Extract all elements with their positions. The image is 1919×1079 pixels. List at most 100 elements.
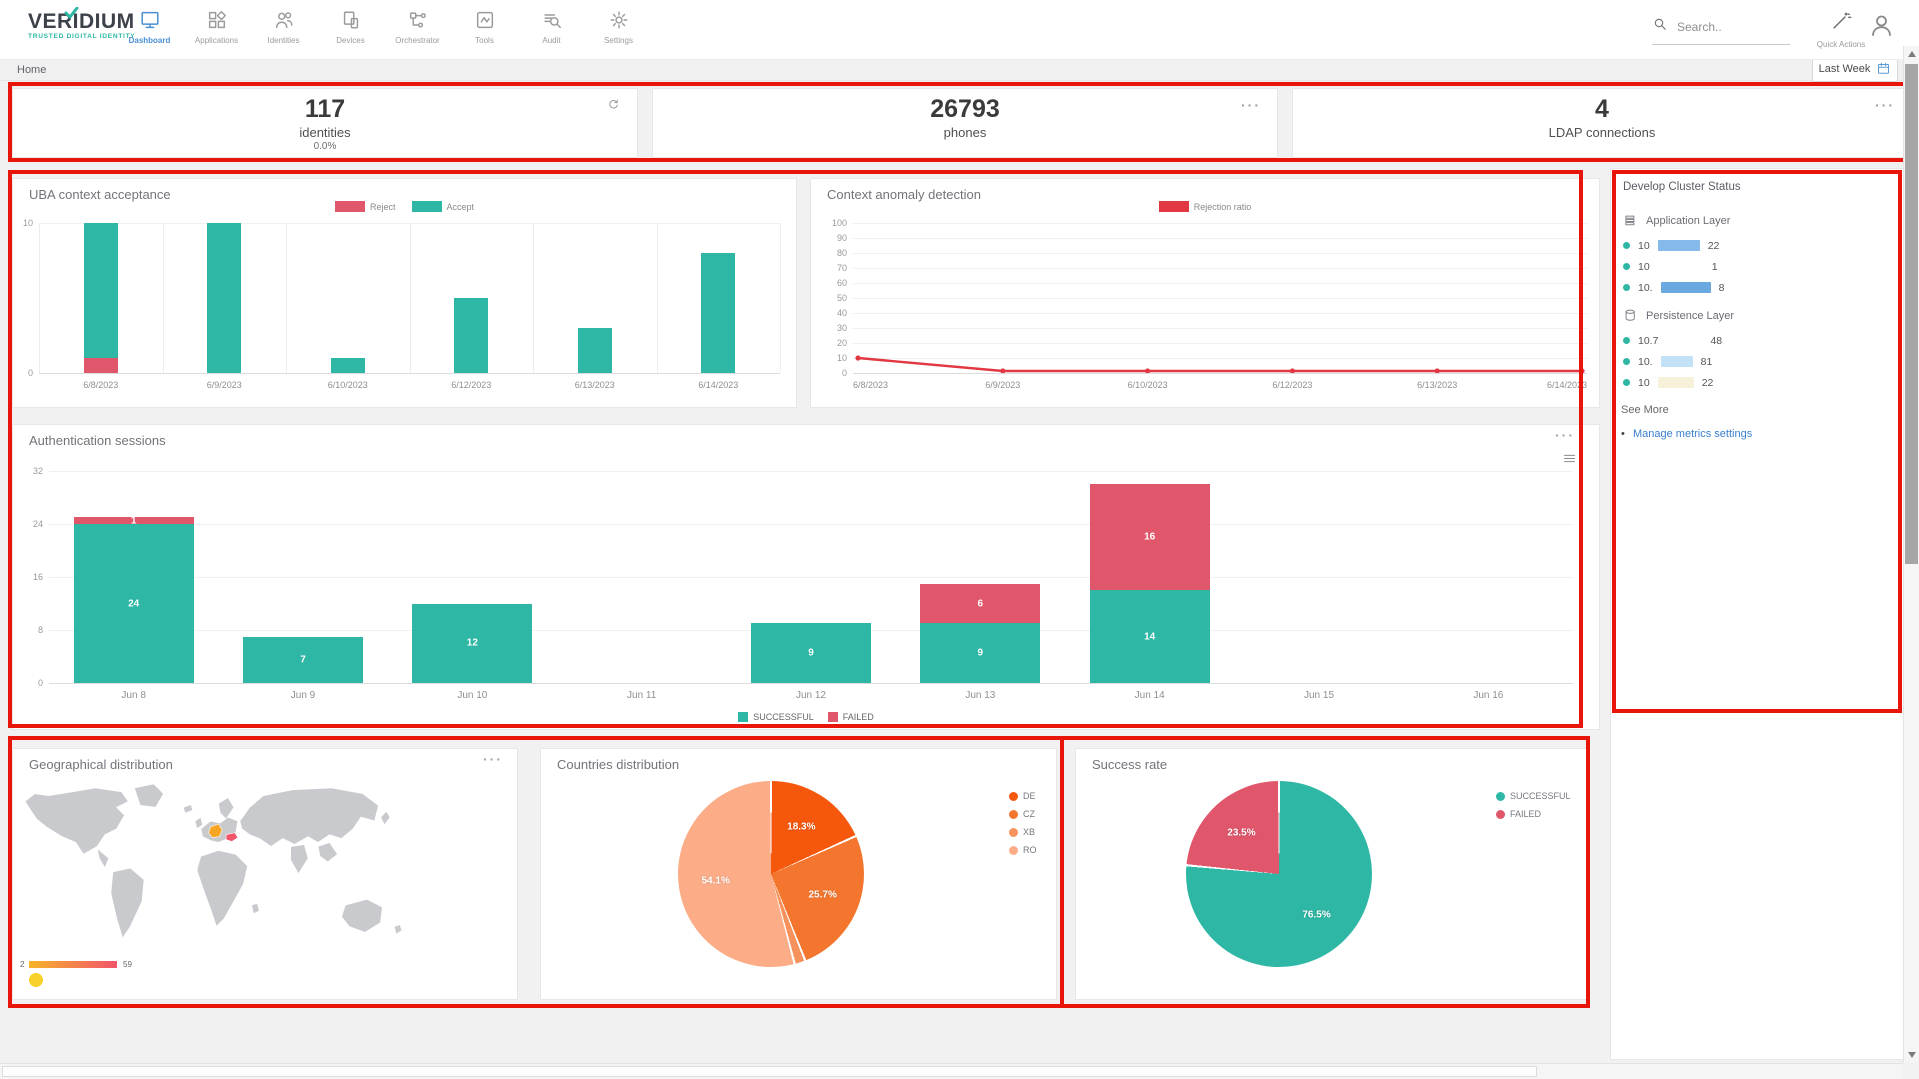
uba-context-acceptance-card: UBA context acceptance Reject Accept 0 10 6…: [12, 178, 797, 408]
ellipsis-menu-icon[interactable]: ···: [1875, 97, 1895, 113]
success-chart-title: Success rate: [1092, 757, 1168, 772]
cluster-node-row: 10 22: [1623, 235, 1895, 256]
x-axis-label: Jun 11: [627, 690, 657, 701]
rejection-ratio-line: [855, 355, 1585, 373]
cluster-section-label: Application Layer: [1646, 214, 1731, 227]
top-bar: VERIDIUM TRUSTED DIGITAL IDENTITY Dashbo…: [0, 0, 1919, 60]
uba-bar-chart: 0 10 6/8/2023 6/9/2023 6/10/2023 6/12/2023 6/1…: [23, 218, 781, 390]
redaction-mask: [1660, 356, 1693, 367]
nav-item-settings[interactable]: Settings: [585, 6, 652, 45]
redaction-mask: [1666, 335, 1702, 346]
logo-text: VERIDIUM: [28, 10, 135, 33]
veridium-logo[interactable]: VERIDIUM TRUSTED DIGITAL IDENTITY: [28, 6, 135, 40]
cluster-node-row: 10 1: [1623, 256, 1895, 277]
search-input[interactable]: [1677, 19, 1777, 34]
quick-actions-button[interactable]: Quick Actions: [1804, 10, 1878, 49]
gridline: [162, 223, 164, 373]
breadcrumb-home[interactable]: Home: [17, 64, 47, 76]
anomaly-line-chart: 0 10 20 30 40 50 60 70 80 90 100 6/8/2023 6/9/2023 6/…: [832, 218, 1587, 390]
ellipsis-menu-icon[interactable]: ···: [483, 751, 503, 767]
quick-actions-label: Quick Actions: [1816, 40, 1866, 49]
monitor-icon: [116, 6, 183, 34]
bar-value-label: 9: [808, 647, 814, 659]
legend-entry: FAILED: [827, 712, 874, 722]
node-ip-fragment: 10: [1638, 239, 1650, 252]
bar-value-label: 24: [128, 598, 140, 609]
nav-item-dashboard[interactable]: Dashboard: [116, 6, 183, 45]
gridline: [39, 223, 40, 373]
status-dot: [1623, 379, 1630, 386]
gridline: [409, 223, 411, 373]
stat-card-ldap: 4 LDAP connections ···: [1292, 88, 1912, 158]
legend-label: DE: [1023, 791, 1036, 801]
node-ip-fragment: 48: [1710, 334, 1723, 347]
wand-icon: [1830, 12, 1852, 36]
bar-segment: 1: [73, 515, 194, 526]
x-axis-label: 6/8/2023: [853, 380, 889, 390]
legend-label: CZ: [1023, 809, 1035, 819]
legend-label: SUCCESSFUL: [1510, 791, 1571, 801]
audit-icon: [518, 6, 585, 34]
nav-item-orchestrator[interactable]: Orchestrator: [384, 6, 451, 45]
bar-segment: 7: [243, 636, 363, 683]
manage-metrics-link[interactable]: Manage metrics settings: [1633, 428, 1753, 440]
ellipsis-menu-icon[interactable]: ···: [1555, 427, 1575, 443]
scrollbar-corner: [1903, 1063, 1919, 1079]
bar-value-label: 14: [1144, 631, 1156, 643]
ellipsis-menu-icon[interactable]: ···: [1241, 97, 1261, 113]
context-anomaly-card: Context anomaly detection Rejection rati…: [810, 178, 1600, 408]
nav-item-identities[interactable]: Identities: [250, 6, 317, 45]
node-ip-fragment: 10.7: [1638, 334, 1659, 347]
see-more-link[interactable]: See More: [1621, 404, 1669, 416]
legend-swatch: [1009, 845, 1018, 855]
bar-segment: [454, 298, 489, 373]
calendar-icon: [1876, 61, 1891, 76]
nav-item-applications[interactable]: Applications: [183, 6, 250, 45]
nav-item-devices[interactable]: Devices: [317, 6, 384, 45]
scroll-up-icon[interactable]: [1908, 51, 1916, 57]
gridline: [853, 343, 1587, 344]
y-axis-tick: 80: [836, 248, 847, 258]
cluster-node-row: 10 22: [1623, 372, 1895, 393]
gridline: [49, 471, 1573, 472]
gridline: [853, 373, 1587, 374]
scroll-down-icon[interactable]: [1908, 1052, 1916, 1058]
pie-slice-label: 54.1%: [701, 875, 730, 887]
legend-swatch: [1009, 809, 1018, 819]
anomaly-legend: Rejection ratio: [811, 201, 1599, 212]
y-axis-tick: 8: [37, 625, 43, 635]
search-icon: [1652, 16, 1668, 37]
vertical-scroll-thumb[interactable]: [1905, 64, 1918, 564]
horizontal-scrollbar[interactable]: [0, 1063, 1903, 1079]
bar-value-label: 16: [1144, 531, 1156, 543]
auth-legend: SUCCESSFUL FAILED: [13, 712, 1599, 722]
bar-segment: [701, 253, 736, 373]
map-germany: [208, 823, 223, 838]
x-axis-label: 6/9/2023: [206, 380, 242, 390]
map-scale-gradient: [29, 961, 117, 968]
gridline: [39, 373, 780, 374]
pie-slice-label: 25.7%: [808, 889, 837, 901]
nav-item-tools[interactable]: Tools: [451, 6, 518, 45]
bar-segment: 9: [920, 623, 1041, 683]
cluster-node-row: 10. 81: [1623, 351, 1895, 372]
legend-label: Reject: [369, 201, 396, 212]
y-axis-tick: 90: [836, 233, 847, 243]
node-ip-fragment: 8: [1718, 281, 1725, 294]
uba-legend: Reject Accept: [13, 201, 796, 212]
nav-item-label: Tools: [475, 36, 494, 45]
refresh-icon[interactable]: [606, 97, 621, 117]
legend-swatch: [1009, 827, 1018, 837]
node-ip-fragment: 10.: [1638, 281, 1653, 294]
bar-value-label: 6: [977, 598, 984, 609]
horizontal-scroll-thumb[interactable]: [2, 1066, 1537, 1077]
anomaly-chart-title: Context anomaly detection: [827, 187, 981, 202]
nav-item-audit[interactable]: Audit: [518, 6, 585, 45]
nav-item-label: Orchestrator: [395, 36, 440, 45]
chart-menu-icon[interactable]: [1562, 451, 1577, 471]
user-avatar-button[interactable]: [1868, 12, 1895, 44]
user-icon: [1868, 15, 1895, 43]
node-ip-fragment: 10.: [1638, 355, 1653, 368]
x-axis-label: Jun 10: [457, 690, 488, 701]
vertical-scrollbar[interactable]: [1903, 46, 1919, 1063]
